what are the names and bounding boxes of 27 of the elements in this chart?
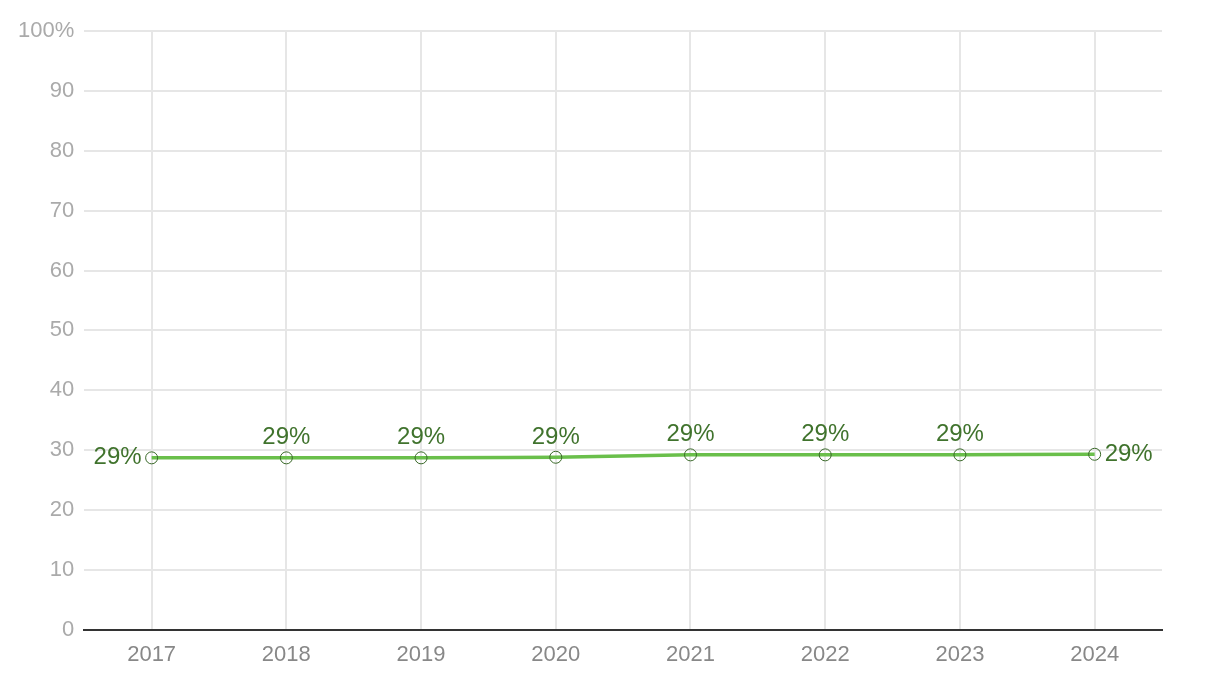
x-tick-label: 2017 xyxy=(127,640,177,666)
data-label: 29% xyxy=(935,419,984,447)
x-tick-label: 2020 xyxy=(531,640,581,666)
y-tick-label: 10 xyxy=(49,555,75,581)
y-tick-label: 90 xyxy=(49,77,75,103)
y-tick-label: 30 xyxy=(49,436,75,462)
y-tick-label: 80 xyxy=(49,136,75,162)
x-tick-label: 2023 xyxy=(935,640,985,666)
y-tick-label: 100% xyxy=(17,17,75,43)
x-tick-label: 2022 xyxy=(800,640,850,666)
data-label: 29% xyxy=(666,419,715,447)
y-tick-label: 70 xyxy=(49,196,75,222)
data-label: 29% xyxy=(531,421,580,449)
y-tick-label: 50 xyxy=(49,316,75,342)
x-tick-label: 2021 xyxy=(666,640,715,666)
data-label: 29% xyxy=(1104,438,1153,466)
x-tick-label: 2018 xyxy=(261,640,311,666)
data-label: 29% xyxy=(801,419,850,447)
data-label: 29% xyxy=(262,422,311,450)
y-tick-label: 20 xyxy=(49,495,75,521)
y-tick-label: 60 xyxy=(49,256,75,282)
data-label: 29% xyxy=(93,442,142,470)
y-tick-label: 0 xyxy=(62,615,75,641)
x-tick-label: 2019 xyxy=(396,640,446,666)
data-label: 29% xyxy=(397,422,446,450)
y-tick-label: 40 xyxy=(49,376,75,402)
x-tick-label: 2024 xyxy=(1070,640,1120,666)
